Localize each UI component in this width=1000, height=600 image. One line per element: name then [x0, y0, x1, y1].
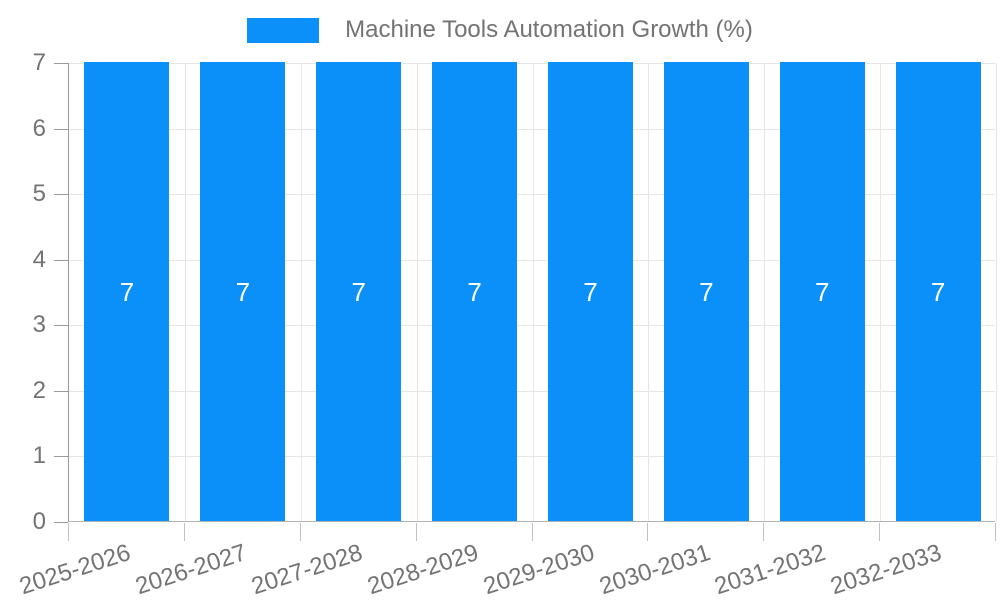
bar[interactable]: 7 — [663, 62, 749, 521]
y-tick-mark — [54, 194, 68, 196]
x-tick-mark — [647, 523, 648, 541]
y-tick-label: 0 — [32, 508, 46, 535]
vertical-gridline — [301, 63, 302, 521]
x-tick-label: 2028-2029 — [364, 539, 482, 600]
y-tick-mark — [54, 390, 68, 392]
y-tick-mark — [54, 456, 68, 458]
x-tick-label: 2027-2028 — [248, 539, 366, 600]
bar[interactable]: 7 — [547, 62, 633, 521]
vertical-gridline — [764, 63, 765, 521]
y-tick-label: 6 — [32, 114, 46, 142]
bar-value-label: 7 — [930, 276, 946, 307]
x-tick-mark — [763, 523, 764, 541]
bar[interactable]: 7 — [316, 62, 402, 521]
y-tick-label: 4 — [32, 245, 46, 273]
bar-value-label: 7 — [351, 276, 366, 307]
bar[interactable]: 7 — [84, 62, 170, 521]
horizontal-gridline — [69, 325, 995, 327]
y-tick-mark — [54, 128, 68, 130]
legend[interactable]: Machine Tools Automation Growth (%) — [0, 13, 1000, 47]
x-tick-label: 2030-2031 — [595, 539, 714, 600]
x-tick-label: 2032-2033 — [827, 539, 946, 600]
horizontal-gridline — [69, 194, 995, 196]
x-tick-mark — [532, 523, 533, 541]
x-tick-mark — [416, 523, 417, 541]
legend-label: Machine Tools Automation Growth (%) — [345, 16, 753, 43]
y-axis-tick-labels: 0 1 2 3 4 5 6 7 — [0, 50, 46, 535]
horizontal-gridline — [69, 259, 995, 261]
bar-value-label: 7 — [119, 276, 135, 307]
y-tick-mark — [54, 259, 68, 261]
x-tick-mark — [184, 523, 185, 541]
y-tick-mark — [54, 63, 68, 64]
vertical-gridline — [880, 63, 881, 521]
y-tick-label: 7 — [32, 49, 46, 76]
horizontal-gridline — [69, 456, 995, 458]
bar-value-label: 7 — [699, 276, 714, 307]
y-tick-label: 3 — [32, 311, 46, 339]
bar[interactable]: 7 — [200, 62, 286, 521]
horizontal-gridline — [69, 128, 995, 130]
bar[interactable]: 7 — [779, 62, 865, 521]
vertical-gridline — [533, 63, 534, 521]
x-tick-mark — [995, 523, 996, 541]
vertical-gridline — [185, 63, 186, 521]
vertical-gridline — [996, 63, 997, 521]
bar-value-label: 7 — [467, 276, 482, 307]
x-tick-label: 2026-2027 — [132, 539, 250, 600]
x-tick-label: 2029-2030 — [479, 539, 598, 600]
bar-value-label: 7 — [235, 276, 251, 307]
x-axis-tick-labels: 2025-2026 2026-2027 2027-2028 2028-2029 2029… — [16, 539, 995, 600]
horizontal-gridline — [69, 390, 995, 392]
x-tick-label: 2031-2032 — [711, 539, 830, 600]
x-tick-label: 2025-2026 — [16, 539, 134, 600]
y-tick-label: 2 — [32, 376, 46, 404]
legend-swatch — [247, 17, 320, 43]
x-axis-tick-marks — [68, 523, 996, 543]
bar[interactable]: 7 — [432, 62, 518, 521]
y-tick-label: 5 — [32, 180, 46, 208]
x-tick-mark — [300, 523, 301, 541]
bar-value-label: 7 — [814, 276, 830, 307]
y-axis-tick-marks — [54, 63, 68, 523]
y-tick-mark — [54, 522, 68, 523]
plot-area: 7 7 7 7 7 7 7 7 — [68, 62, 997, 522]
vertical-gridline — [417, 63, 418, 521]
vertical-gridline — [648, 63, 649, 521]
y-tick-label: 1 — [32, 442, 46, 470]
x-tick-mark — [68, 523, 69, 541]
bar-value-label: 7 — [583, 276, 598, 307]
bar[interactable]: 7 — [895, 62, 981, 521]
horizontal-gridline — [69, 63, 995, 64]
x-tick-mark — [879, 523, 880, 541]
y-tick-mark — [54, 325, 68, 327]
